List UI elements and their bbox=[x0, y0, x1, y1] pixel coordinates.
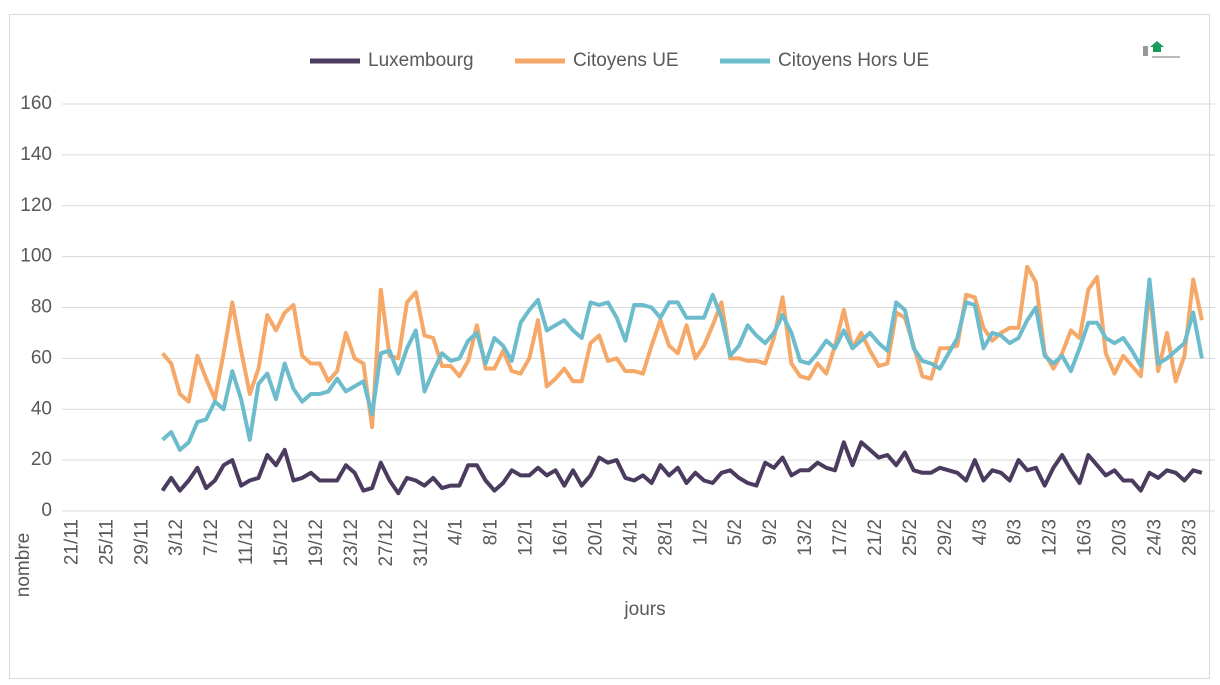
x-tick-label: 25/11 bbox=[96, 519, 117, 565]
y-tick-label: 140 bbox=[20, 144, 52, 165]
x-axis-label: jours bbox=[623, 599, 665, 620]
x-tick-label: 21/2 bbox=[865, 519, 886, 556]
x-tick-label: 12/3 bbox=[1040, 519, 1061, 556]
x-tick-label: 16/1 bbox=[551, 519, 572, 556]
y-tick-label: 80 bbox=[31, 297, 52, 318]
x-tick-label: 31/12 bbox=[411, 519, 432, 567]
x-tick-label: 4/3 bbox=[970, 519, 991, 545]
x-tick-label: 20/3 bbox=[1110, 519, 1131, 556]
y-tick-label: 20 bbox=[31, 449, 52, 470]
x-tick-label: 28/1 bbox=[655, 519, 676, 556]
legend-label: Citoyens Hors UE bbox=[778, 50, 929, 71]
legend-label: Citoyens UE bbox=[573, 50, 679, 71]
logo bbox=[1143, 41, 1180, 58]
x-tick-label: 16/3 bbox=[1075, 519, 1096, 556]
x-tick-label: 11/12 bbox=[236, 519, 257, 565]
y-tick-label: 160 bbox=[20, 93, 52, 114]
x-tick-label: 5/2 bbox=[725, 519, 746, 545]
legend-label: Luxembourg bbox=[368, 50, 474, 71]
chart-border bbox=[9, 14, 1210, 679]
x-tick-label: 24/3 bbox=[1145, 519, 1166, 556]
x-tick-label: 29/2 bbox=[935, 519, 956, 556]
x-tick-label: 29/11 bbox=[131, 519, 152, 565]
y-tick-label: 40 bbox=[31, 398, 52, 419]
x-tick-label: 23/12 bbox=[341, 519, 362, 567]
series-line bbox=[160, 264, 1204, 430]
x-tick-label: 13/2 bbox=[795, 519, 816, 556]
x-tick-label: 9/2 bbox=[760, 519, 781, 545]
series-line bbox=[161, 277, 1204, 452]
x-tick-label: 3/12 bbox=[166, 519, 187, 556]
x-tick-label: 7/12 bbox=[201, 519, 222, 556]
x-tick-label: 21/11 bbox=[61, 519, 82, 565]
x-tick-label: 25/2 bbox=[900, 519, 921, 556]
y-tick-label: 100 bbox=[20, 246, 52, 267]
x-tick-label: 28/3 bbox=[1179, 519, 1200, 556]
x-tick-label: 4/1 bbox=[446, 519, 467, 545]
x-tick-label: 17/2 bbox=[830, 519, 851, 556]
x-tick-label: 8/3 bbox=[1005, 519, 1026, 545]
y-tick-label: 120 bbox=[20, 195, 52, 216]
x-tick-label: 20/1 bbox=[585, 519, 606, 556]
x-tick-label: 19/12 bbox=[306, 519, 327, 567]
x-tick-label: 8/1 bbox=[481, 519, 502, 545]
y-tick-label: 0 bbox=[41, 500, 52, 521]
x-tick-label: 15/12 bbox=[271, 519, 292, 567]
y-axis-label: nombre bbox=[13, 533, 34, 597]
x-tick-label: 12/1 bbox=[516, 519, 537, 556]
x-tick-label: 1/2 bbox=[690, 519, 711, 545]
y-tick-label: 60 bbox=[31, 347, 52, 368]
x-tick-label: 24/1 bbox=[620, 519, 641, 556]
series-line bbox=[160, 440, 1203, 496]
x-tick-label: 27/12 bbox=[376, 519, 397, 567]
